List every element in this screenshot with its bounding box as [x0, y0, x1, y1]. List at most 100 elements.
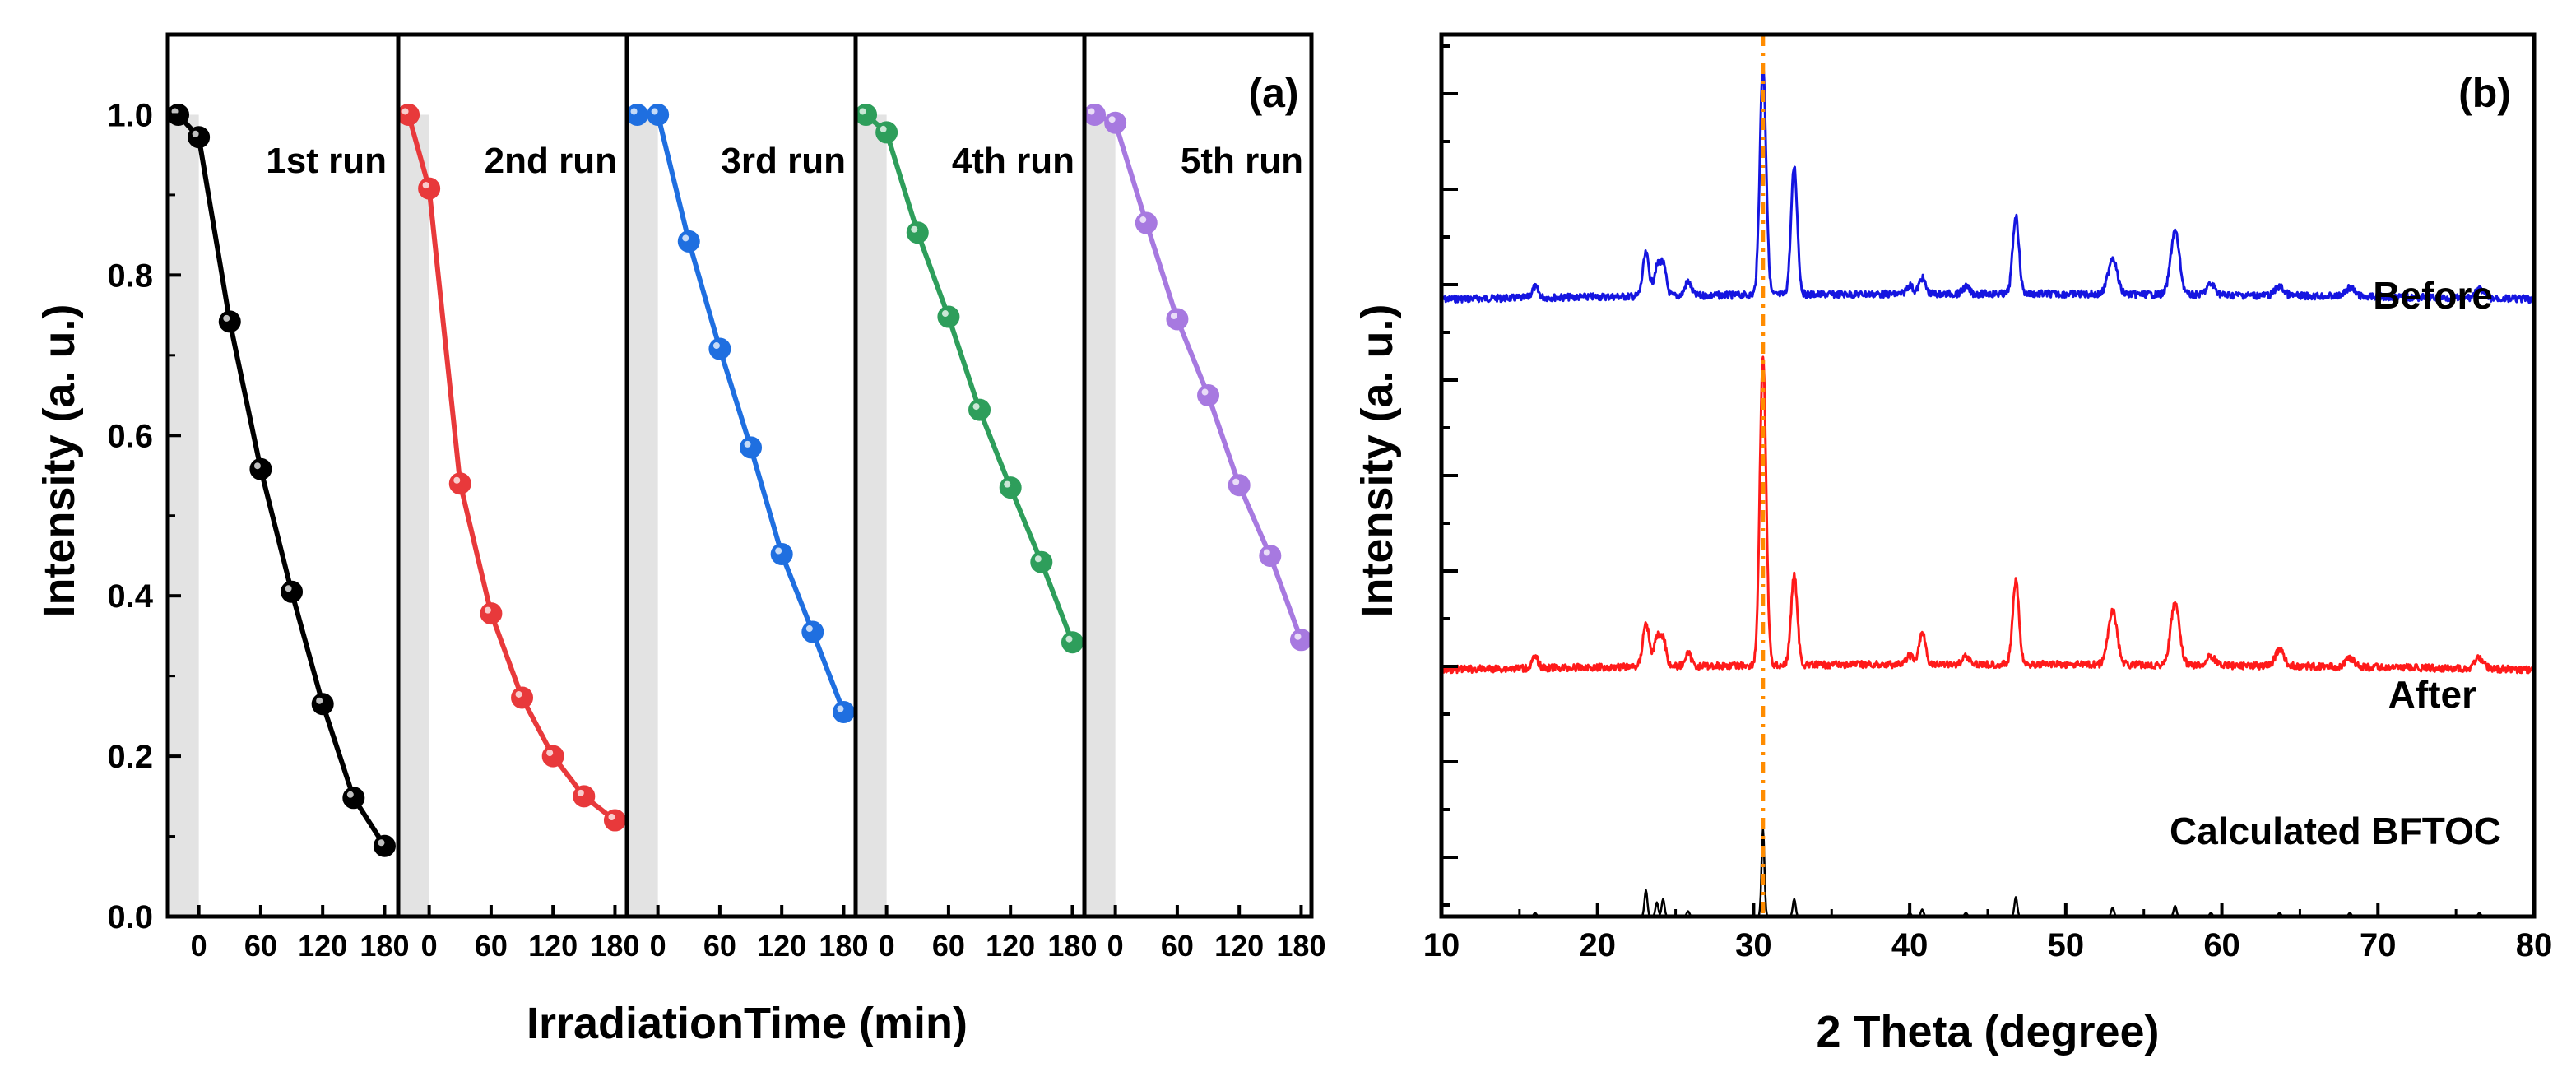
x-tick-label: 120: [757, 929, 806, 963]
data-point: [832, 700, 855, 723]
data-point: [397, 103, 420, 126]
data-point: [677, 230, 700, 253]
data-point-highlight: [775, 547, 782, 555]
x-tick-label: 180: [590, 929, 639, 963]
series-label: 2nd run: [485, 141, 617, 181]
data-point-highlight: [859, 108, 866, 115]
panel-b-frame: [1439, 32, 2537, 919]
data-point: [281, 580, 304, 603]
y-ticks: [1441, 44, 1458, 907]
x-tick-label: 0: [191, 929, 207, 963]
data-point: [249, 457, 272, 480]
data-point-highlight: [484, 606, 491, 614]
data-point: [906, 221, 929, 244]
panel-a-frame: [165, 32, 1314, 919]
data-point-highlight: [1088, 108, 1095, 115]
x-ticks: 10 20 30 40 50 60 70 80: [1423, 903, 2553, 963]
data-point-highlight: [1201, 388, 1209, 396]
series-line-3: [637, 112, 847, 713]
x-tick-label: 80: [2516, 927, 2553, 963]
data-point: [342, 787, 365, 810]
y-tick-label: 0.0: [107, 899, 153, 935]
x-tick-label: 10: [1423, 927, 1460, 963]
panel-label-a: (a): [1248, 70, 1298, 116]
series-label: After: [2388, 673, 2476, 716]
data-point: [1259, 544, 1282, 567]
data-point-highlight: [577, 789, 584, 796]
data-point-highlight: [1232, 478, 1240, 485]
data-point: [448, 472, 471, 495]
x-ticks: 0 60 120 180 0 60 120 180 0 60 120 180 0 60 120 180 0 60 1…: [191, 905, 1325, 963]
y-axis-label-b: Intensity (a. u.): [1353, 304, 1402, 617]
data-point-highlight: [1004, 480, 1011, 488]
dark-shading-layer: [168, 114, 1116, 917]
data-point: [188, 126, 211, 149]
y-tick-label: 0.2: [107, 739, 153, 775]
data-point-highlight: [401, 108, 409, 115]
y-tick-label: 0.4: [107, 578, 153, 615]
x-tick-label: 30: [1735, 927, 1772, 963]
dark-region: [398, 114, 429, 917]
series-labels: Before After Calculated BFTOC: [2170, 274, 2501, 852]
data-point: [647, 103, 670, 126]
data-point-highlight: [1108, 116, 1116, 123]
data-point: [875, 121, 898, 144]
data-point-highlight: [712, 342, 720, 350]
data-point-highlight: [805, 625, 813, 633]
data-point-highlight: [880, 125, 887, 132]
plot-frame: [165, 32, 1314, 919]
x-tick-label: 60: [244, 929, 277, 963]
x-tick-label: 60: [703, 929, 736, 963]
data-point-highlight: [285, 585, 292, 592]
dark-region: [856, 114, 887, 917]
data-point-highlight: [837, 705, 844, 712]
series-layer: [1440, 66, 2536, 918]
x-axis-label-b: 2 Theta (degree): [1816, 1007, 2159, 1056]
x-tick-label: 60: [475, 929, 508, 963]
data-point: [770, 543, 793, 566]
data-point-highlight: [1065, 635, 1073, 643]
x-tick-label: 50: [2048, 927, 2085, 963]
series-line-4: [864, 113, 1075, 643]
data-point-highlight: [546, 750, 554, 757]
x-tick-label: 0: [421, 929, 438, 963]
series-label: 3rd run: [721, 141, 846, 181]
x-tick-label: 60: [2203, 927, 2240, 963]
data-point: [1228, 474, 1251, 497]
data-point: [373, 834, 396, 857]
data-point-highlight: [223, 314, 230, 322]
series-label: 1st run: [266, 141, 387, 181]
dark-region: [627, 114, 658, 917]
x-tick-label: 180: [360, 929, 409, 963]
data-point: [573, 785, 596, 808]
x-tick-label: 0: [879, 929, 895, 963]
data-point: [1197, 384, 1220, 407]
data-point-highlight: [911, 225, 918, 233]
data-point: [511, 686, 534, 709]
series-labels: 1st run 2nd run 3rd run 4th run 5th run: [266, 141, 1303, 181]
data-point-highlight: [608, 814, 615, 821]
data-point: [937, 305, 960, 328]
data-point: [968, 398, 991, 421]
data-point-highlight: [378, 839, 385, 847]
pattern-before: [1441, 66, 2536, 304]
series-line-5: [1093, 112, 1304, 641]
y-tick-label: 1.0: [107, 97, 153, 133]
data-point-highlight: [192, 130, 199, 137]
data-point: [801, 620, 824, 643]
data-point: [855, 103, 878, 126]
y-axis-label-a: Intensity (a. u.): [35, 304, 84, 617]
data-point-highlight: [1170, 312, 1177, 319]
data-point-highlight: [346, 791, 354, 798]
x-tick-label: 180: [1047, 929, 1097, 963]
x-tick-label: 0: [650, 929, 666, 963]
data-point-highlight: [453, 476, 461, 484]
y-tick-label: 0.8: [107, 258, 153, 294]
data-point-highlight: [422, 182, 429, 189]
data-point: [218, 310, 241, 333]
data-point-highlight: [253, 462, 261, 470]
panel-a: 0.0 0.2 0.4 0.6 0.8 1.0 0 60 120 180 0 60 120 180 0 60…: [35, 32, 1325, 1048]
data-point-highlight: [1034, 555, 1042, 563]
series-label: Calculated BFTOC: [2170, 810, 2501, 852]
